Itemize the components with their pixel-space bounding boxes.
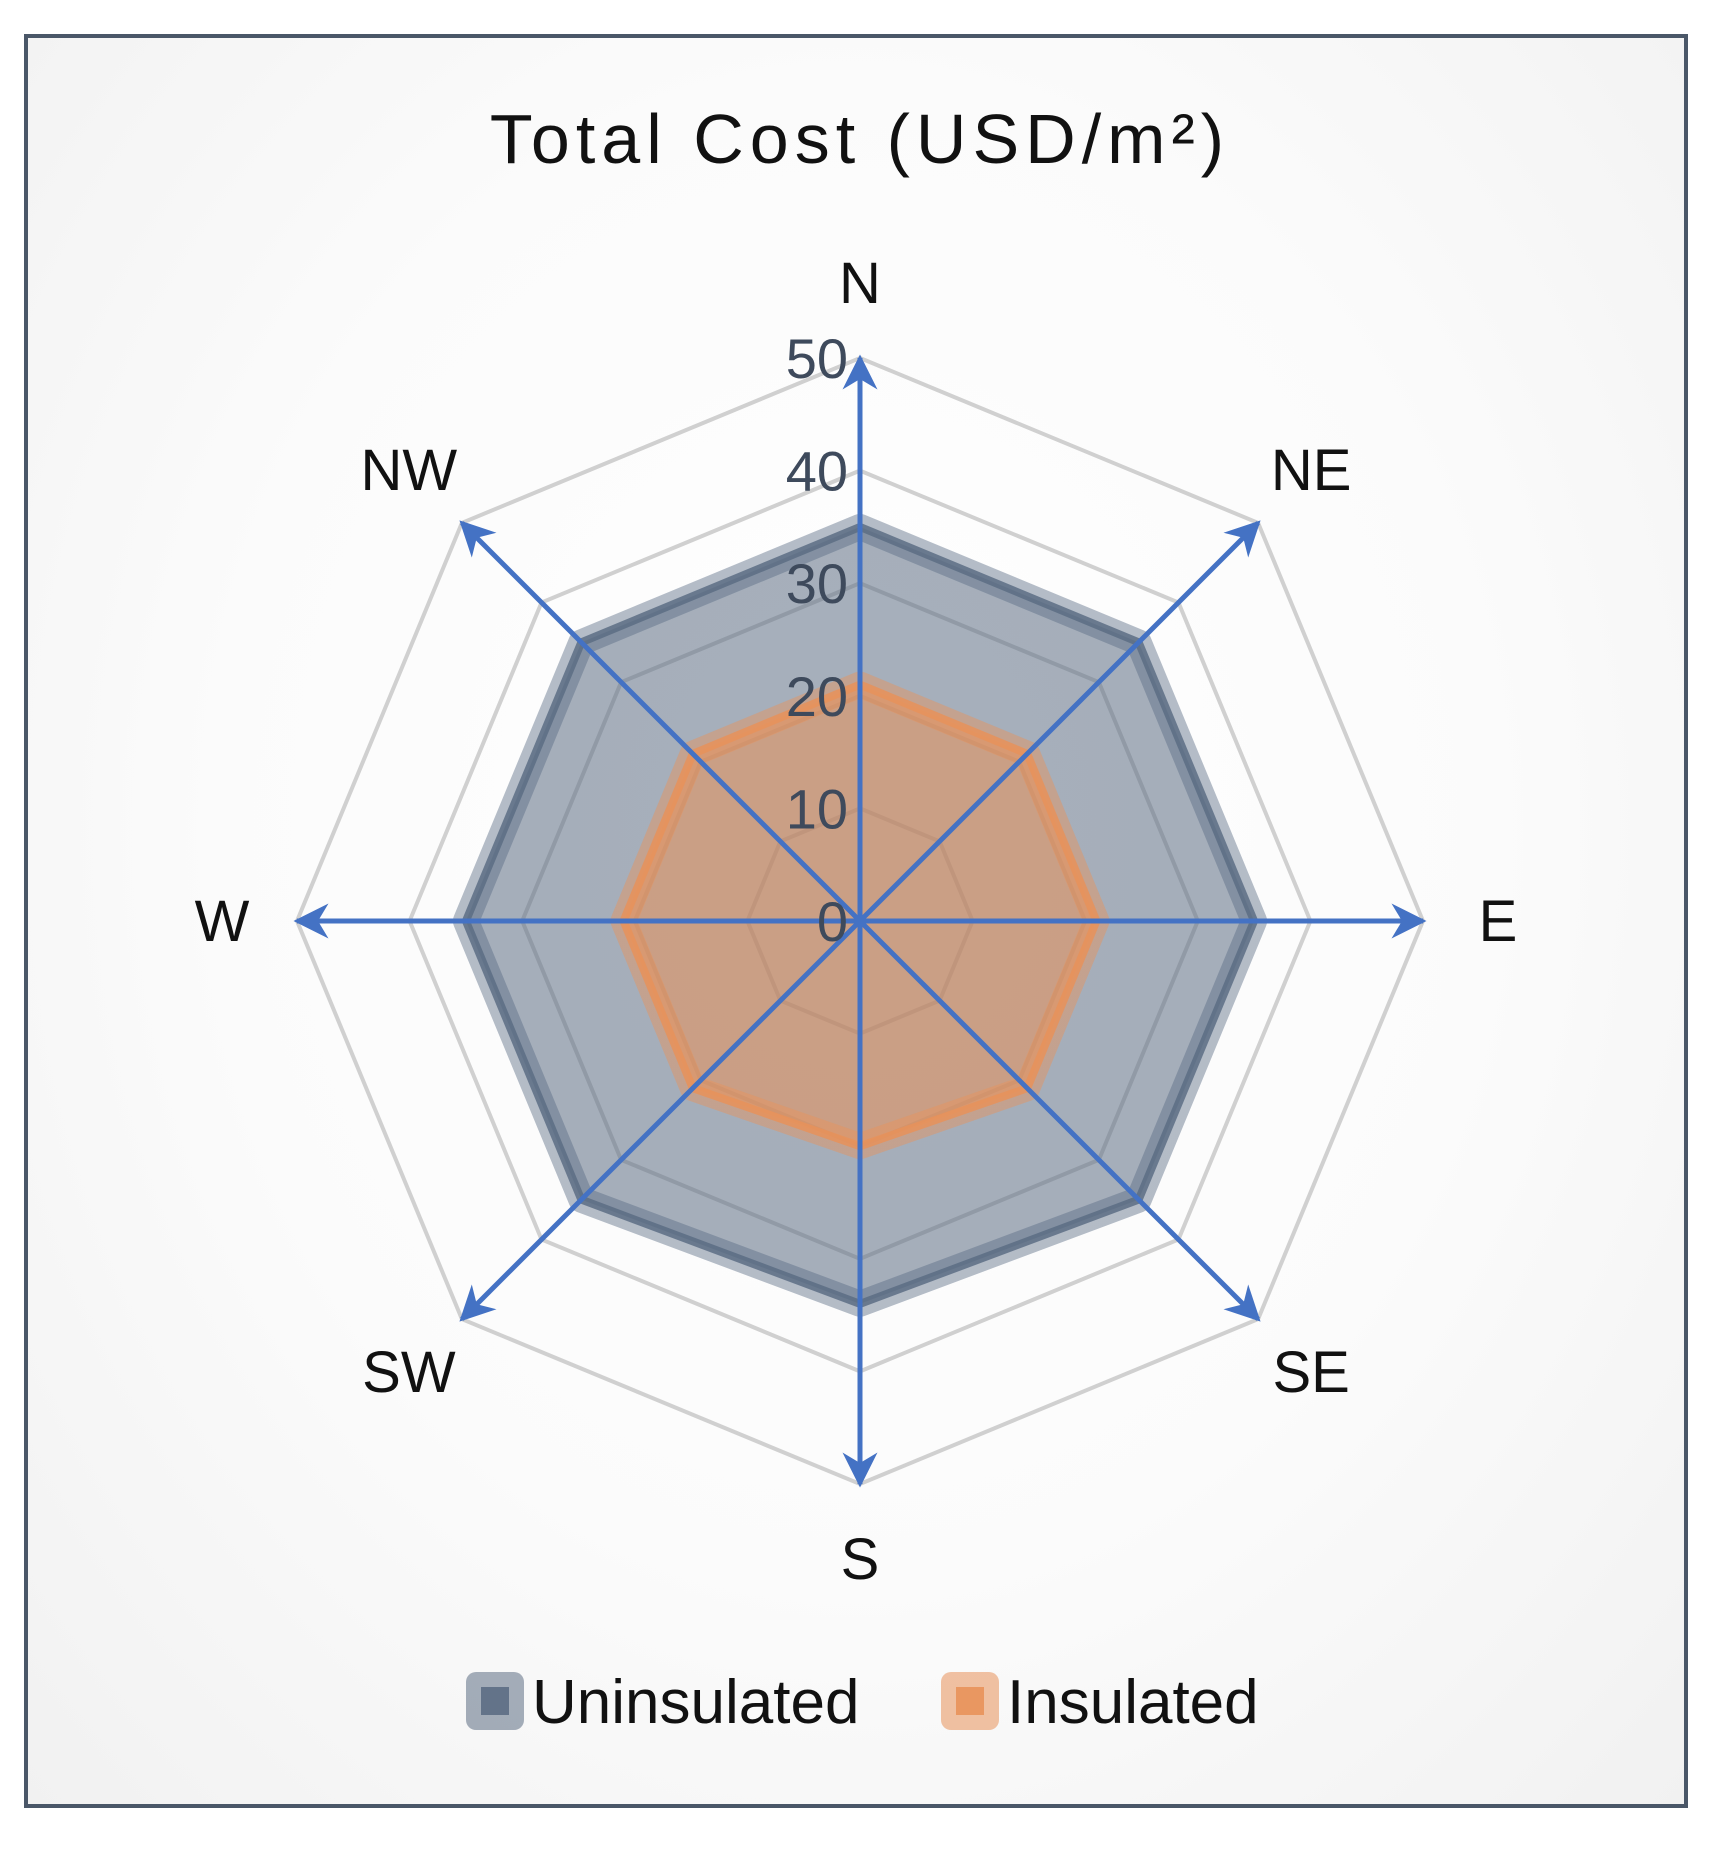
direction-arrow-se [858,919,1261,1322]
direction-label-nw: NW [361,438,458,503]
direction-label-n: N [839,251,881,316]
chart-title: Total Cost (USD/m²) [490,100,1230,178]
direction-arrow-ne [858,520,1261,923]
direction-label-e: E [1479,889,1518,954]
tick-label-50: 50 [786,327,848,390]
direction-arrows [293,354,1427,1488]
legend-swatch-inner-uninsulated [481,1687,509,1715]
tick-label-0: 0 [817,890,848,953]
legend-swatch-inner-insulated [956,1687,984,1715]
direction-label-ne: NE [1271,438,1352,503]
tick-label-30: 30 [786,552,848,615]
radial-tick-labels: 0 10 20 30 40 50 [786,327,848,953]
direction-label-se: SE [1272,1340,1349,1405]
direction-label-w: W [195,889,250,954]
tick-label-10: 10 [786,777,848,840]
direction-arrow-nw [459,520,862,923]
legend: Uninsulated Insulated [466,1668,1259,1737]
legend-label-uninsulated: Uninsulated [532,1668,859,1737]
legend-item-insulated: Insulated [941,1668,1259,1737]
direction-label-sw: SW [362,1340,456,1405]
direction-label-s: S [841,1527,880,1592]
legend-item-uninsulated: Uninsulated [466,1668,859,1737]
direction-labels: N NE E SE S SW W NW [195,251,1518,1592]
tick-label-20: 20 [786,665,848,728]
legend-label-insulated: Insulated [1007,1668,1259,1737]
direction-arrow-sw [459,919,862,1322]
tick-label-40: 40 [786,440,848,503]
